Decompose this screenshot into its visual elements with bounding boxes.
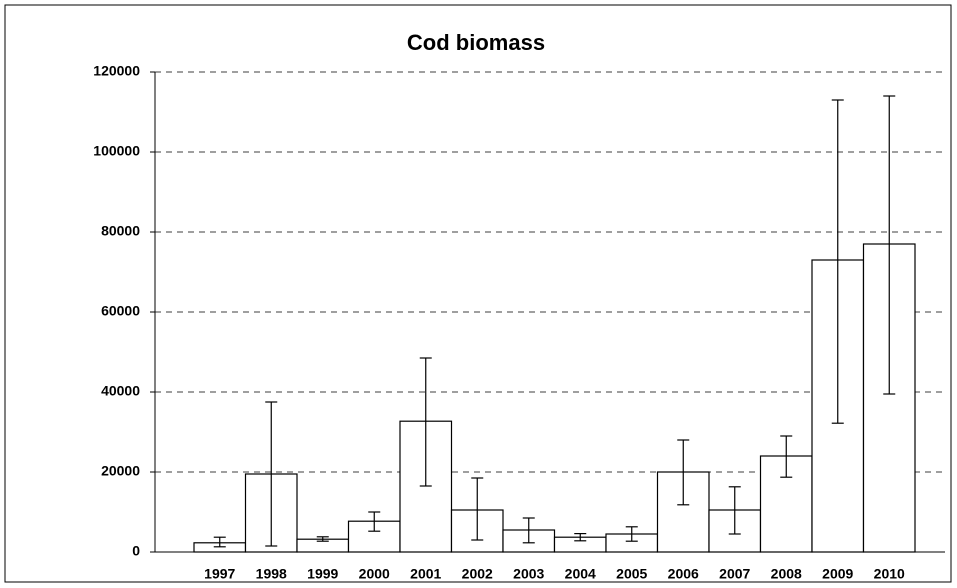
- x-tick-label: 2000: [359, 566, 390, 582]
- error-bar: [574, 532, 587, 542]
- error-bar: [883, 95, 896, 395]
- error-bar: [728, 486, 741, 535]
- error-bar: [677, 439, 690, 506]
- error-bar: [471, 477, 484, 541]
- error-bar: [265, 401, 278, 547]
- x-tick-label: 2008: [771, 566, 802, 582]
- y-tick-label: 60000: [101, 303, 140, 319]
- error-bar: [419, 357, 432, 487]
- error-bar: [780, 435, 793, 478]
- y-tick-label: 40000: [101, 383, 140, 399]
- x-tick-label: 2006: [668, 566, 699, 582]
- error-bar: [316, 536, 329, 542]
- error-bar: [368, 511, 381, 532]
- x-tick-label: 1999: [307, 566, 338, 582]
- x-tick-label: 2004: [565, 566, 596, 582]
- error-bar: [831, 99, 844, 424]
- error-bar: [625, 526, 638, 542]
- error-bar: [522, 517, 535, 544]
- chart-title: Cod biomass: [407, 30, 545, 55]
- x-tick-label: 1998: [256, 566, 287, 582]
- y-tick-label: 80000: [101, 223, 140, 239]
- x-tick-label: 2003: [513, 566, 544, 582]
- error-bar: [213, 536, 226, 548]
- y-tick-label: 20000: [101, 463, 140, 479]
- x-tick-label: 2005: [616, 566, 647, 582]
- y-tick-label: 100000: [93, 143, 140, 159]
- x-tick-label: 2010: [874, 566, 905, 582]
- x-tick-label: 2001: [410, 566, 441, 582]
- y-tick-label: 120000: [93, 63, 140, 79]
- x-tick-label: 2009: [822, 566, 853, 582]
- y-tick-label: 0: [132, 543, 140, 559]
- x-tick-label: 2002: [462, 566, 493, 582]
- x-tick-label: 1997: [204, 566, 235, 582]
- x-tick-label: 2007: [719, 566, 750, 582]
